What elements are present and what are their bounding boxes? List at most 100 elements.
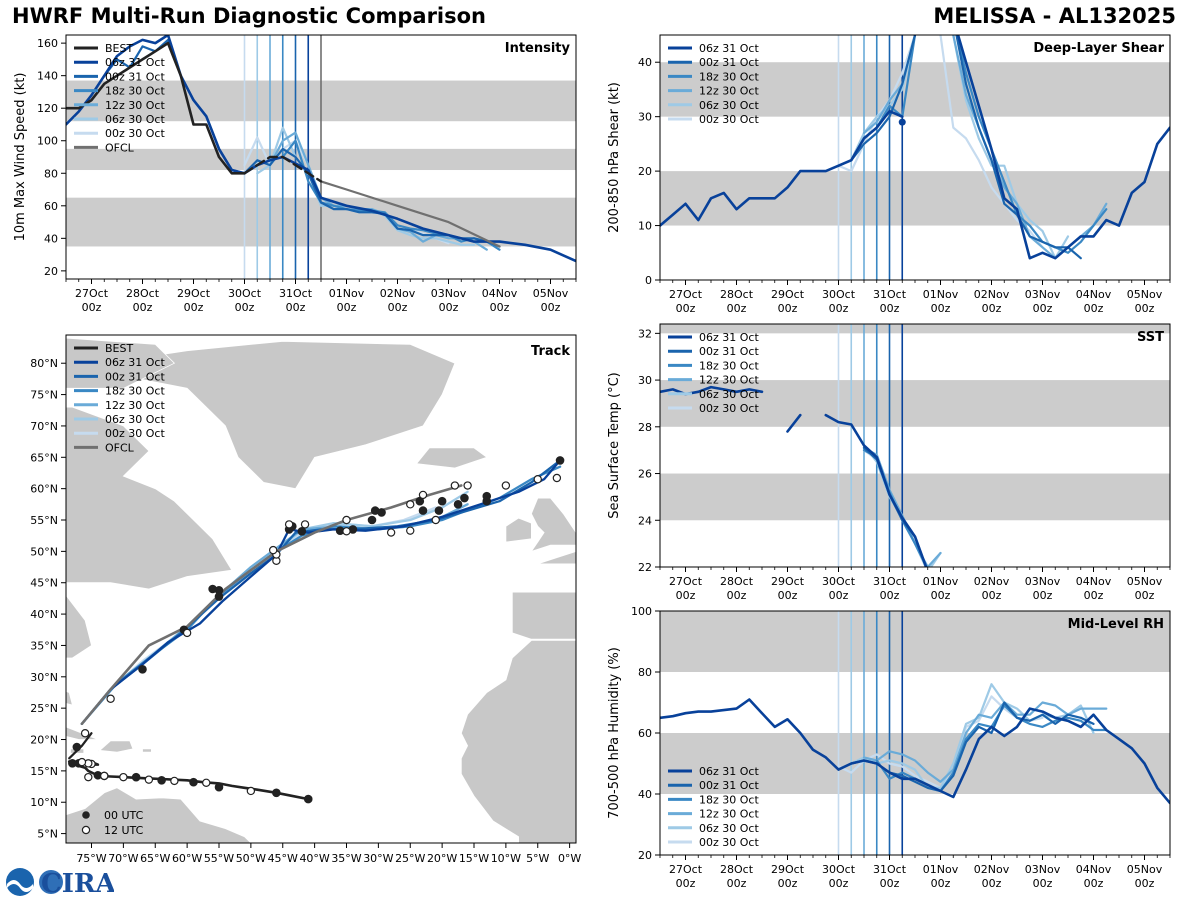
track-ytick-label: 20°N	[30, 734, 58, 747]
intensity-xtick-label: 05Nov	[533, 287, 569, 300]
sst-ytick-label: 22	[638, 561, 652, 574]
rh-ytick-label: 100	[631, 605, 652, 618]
sst-ytick-label: 24	[638, 514, 652, 527]
marker-legend-00utc	[82, 811, 90, 819]
intensity-xtick-label: 00z	[184, 301, 204, 314]
intensity-xtick-label: 00z	[133, 301, 153, 314]
intensity-xtick-label: 00z	[439, 301, 459, 314]
shear-xtick-label: 00z	[1135, 302, 1155, 315]
great-britain-landmass	[530, 497, 576, 553]
track-legend-label: OFCL	[105, 441, 135, 454]
figure-title: HWRF Multi-Run Diagnostic Comparison	[12, 4, 487, 28]
shear-ylabel: 200-850 hPa Shear (kt)	[607, 82, 622, 233]
rh-xtick-label: 00z	[880, 877, 900, 890]
intensity-legend-label: 06z 31 Oct	[105, 56, 165, 69]
track-marker-12utc	[406, 526, 415, 535]
sst-ytick-label: 30	[638, 374, 652, 387]
intensity-xtick-label: 00z	[541, 301, 561, 314]
intensity-ytick-label: 140	[37, 70, 58, 83]
track-marker-12utc	[182, 628, 192, 638]
intensity-xtick-label: 00z	[388, 301, 408, 314]
track-marker-12utc	[342, 527, 351, 536]
shear-xtick-label: 05Nov	[1127, 288, 1163, 301]
track-marker-12utc	[552, 473, 562, 483]
track-marker-12utc	[144, 775, 154, 784]
sst-xtick-label: 00z	[676, 589, 696, 602]
rh-band	[660, 733, 1170, 794]
track-xtick-label: 10°W	[491, 852, 521, 865]
iceland-landmass	[415, 447, 488, 469]
puerto-rico-landmass	[142, 748, 152, 753]
track-legend-label: 06z 31 Oct	[105, 356, 165, 369]
intensity-xtick-label: 00z	[337, 301, 357, 314]
track-marker-12utc	[431, 515, 440, 525]
rh-xtick-label: 00z	[1033, 877, 1053, 890]
sst-xtick-label: 27Oct	[669, 575, 703, 588]
rh-series-line	[660, 698, 1170, 805]
shear-xtick-label: 00z	[880, 302, 900, 315]
sst-xtick-label: 00z	[880, 589, 900, 602]
rh-xtick-label: 02Nov	[974, 863, 1010, 876]
rh-legend-label: 06z 30 Oct	[699, 822, 759, 835]
track-legend-label: 06z 30 Oct	[105, 413, 165, 426]
intensity-series-line	[319, 180, 501, 248]
track-marker-00utc	[297, 527, 307, 536]
track-marker-12utc	[202, 778, 211, 787]
shear-xtick-label: 01Nov	[923, 288, 959, 301]
intensity-xtick-label: 03Nov	[431, 287, 467, 300]
marker-legend-label: 12 UTC	[104, 824, 144, 837]
shear-series-line	[660, 109, 904, 227]
sst-ytick-label: 32	[638, 327, 652, 340]
intensity-best-dashed	[243, 155, 323, 183]
sst-band	[660, 473, 1170, 521]
rh-xtick-label: 00z	[727, 877, 747, 890]
track-ytick-label: 15°N	[30, 765, 58, 778]
shear-legend-label: 06z 31 Oct	[699, 42, 759, 55]
sst-xtick-label: 29Oct	[771, 575, 805, 588]
rh-xtick-label: 28Oct	[720, 863, 754, 876]
rh-xtick-label: 00z	[676, 877, 696, 890]
track-xtick-label: 45°W	[268, 852, 298, 865]
track-marker-00utc	[214, 782, 224, 792]
track-ytick-label: 60°N	[30, 483, 58, 496]
intensity-xtick-label: 31Oct	[279, 287, 313, 300]
sst-band	[660, 380, 1170, 427]
storm-id-title: MELISSA - AL132025	[933, 4, 1176, 28]
sst-xtick-label: 30Oct	[822, 575, 856, 588]
sst-xtick-label: 00z	[931, 589, 951, 602]
intensity-xtick-label: 00z	[490, 301, 510, 314]
rh-xtick-label: 30Oct	[822, 863, 856, 876]
track-ytick-label: 65°N	[30, 451, 58, 464]
shear-xtick-label: 31Oct	[873, 288, 907, 301]
track-panel-title: Track	[531, 344, 570, 359]
intensity-legend-label: 12z 30 Oct	[105, 99, 165, 112]
shear-legend-label: 00z 31 Oct	[699, 56, 759, 69]
track-marker-12utc	[77, 757, 87, 767]
rh-xtick-label: 00z	[1084, 877, 1104, 890]
shear-band	[660, 62, 1170, 117]
intensity-xtick-label: 28Oct	[126, 287, 160, 300]
track-marker-00utc	[303, 794, 313, 804]
rh-legend-label: 12z 30 Oct	[699, 808, 759, 821]
rh-legend-label: 00z 31 Oct	[699, 779, 759, 792]
rh-panel-title: Mid-Level RH	[1068, 617, 1164, 632]
shear-legend-label: 00z 30 Oct	[699, 113, 759, 126]
sst-legend-label: 12z 30 Oct	[699, 374, 759, 387]
shear-end-marker	[898, 118, 906, 126]
brittany-landmass	[537, 550, 576, 565]
shear-ytick-label: 0	[645, 274, 652, 287]
intensity-plot-area	[66, 35, 576, 279]
rh-xtick-label: 04Nov	[1076, 863, 1112, 876]
shear-xtick-label: 00z	[931, 302, 951, 315]
shear-plot-area	[660, 35, 1170, 280]
track-xtick-label: 0°W	[558, 852, 581, 865]
shear-panel-title: Deep-Layer Shear	[1033, 41, 1164, 56]
track-marker-00utc	[68, 759, 77, 768]
track-xtick-label: 25°W	[395, 852, 425, 865]
track-marker-00utc	[208, 584, 217, 594]
rh-xtick-label: 00z	[931, 877, 951, 890]
shear-xtick-label: 00z	[829, 302, 849, 315]
sst-legend-label: 06z 30 Oct	[699, 388, 759, 401]
rh-legend-label: 18z 30 Oct	[699, 793, 759, 806]
